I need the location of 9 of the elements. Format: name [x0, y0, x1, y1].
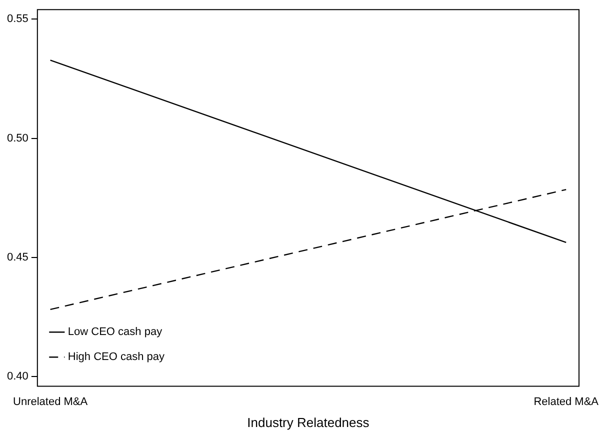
x-axis-title: Industry Relatedness [247, 414, 370, 430]
y-tick-label: 0.40 [6, 370, 28, 383]
legend-label: Low CEO cash pay [68, 326, 163, 338]
y-tick-label: 0.55 [6, 13, 28, 26]
y-tick-label: 0.45 [6, 252, 28, 264]
x-tick-label: Unrelated M&A [13, 396, 88, 408]
x-tick-label: Related M&A [534, 396, 600, 408]
legend-label: High CEO cash pay [68, 351, 166, 364]
y-tick-label: 0.50 [6, 132, 28, 144]
